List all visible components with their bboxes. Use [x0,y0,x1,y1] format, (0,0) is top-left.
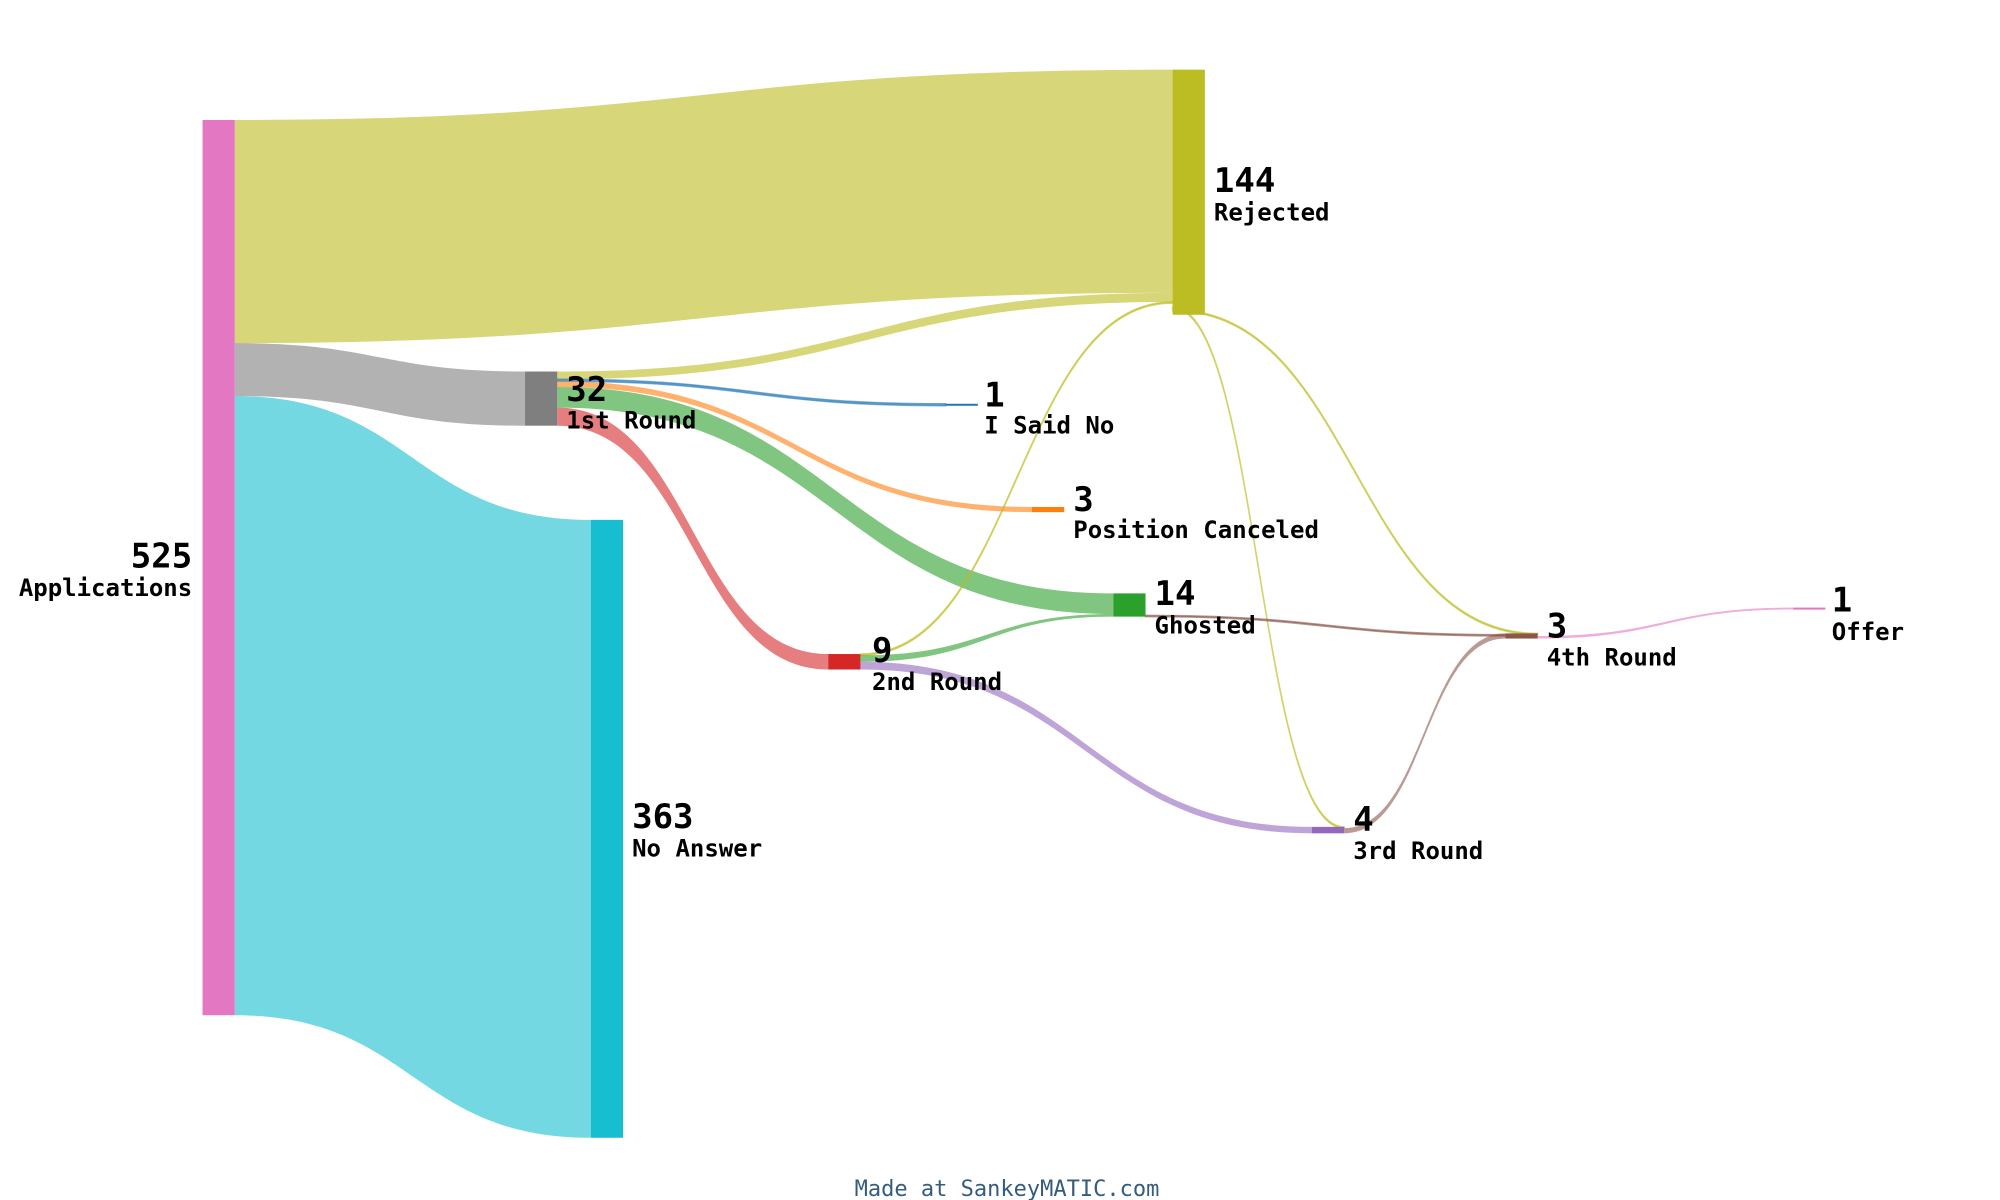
node-round2 [828,654,861,670]
node-label-no_answer: No Answer [632,835,762,863]
node-ghosted [1113,593,1146,617]
node-label-rejected: Rejected [1214,199,1330,227]
node-round4 [1505,633,1538,639]
node-said_no [945,403,978,406]
node-value-applications: 525 [131,537,192,577]
node-label-said_no: I Said No [984,411,1114,439]
node-canceled [1032,506,1065,513]
node-round1 [525,371,558,426]
link-round3-to-rejected [1171,306,1345,829]
node-value-round2: 9 [872,631,892,671]
link-round1-to-round2 [557,407,829,670]
link-round2-to-round3 [860,661,1312,834]
node-label-round1: 1st Round [566,406,696,434]
node-label-offer: Offer [1832,618,1904,646]
link-round2-to-ghosted [860,614,1114,662]
node-label-round4: 4th Round [1547,644,1677,672]
node-value-ghosted: 14 [1155,574,1196,614]
link-round3-to-round4 [1344,633,1506,834]
node-value-offer: 1 [1832,580,1852,620]
link-round1-to-ghosted [557,387,1114,615]
node-value-no_answer: 363 [632,797,693,837]
node-label-round2: 2nd Round [872,668,1002,696]
node-label-round3: 3rd Round [1353,837,1483,865]
credit-text: Made at SankeyMATIC.com [855,1177,1160,1200]
node-label-canceled: Position Canceled [1073,516,1319,544]
node-applications [202,119,235,1016]
node-rejected [1172,69,1205,315]
node-round3 [1311,826,1345,834]
node-label-ghosted: Ghosted [1155,611,1256,639]
link-round1-to-canceled [557,381,1032,513]
link-round1-to-rejected [557,292,1173,380]
node-value-rejected: 144 [1214,161,1275,201]
link-round4-to-rejected [1171,308,1539,636]
node-value-round1: 32 [566,370,607,410]
node-value-round4: 3 [1547,606,1567,646]
node-value-round3: 4 [1353,800,1373,840]
link-round4-to-offer [1537,607,1794,639]
node-value-said_no: 1 [984,375,1004,415]
node-label-applications: Applications [19,574,192,602]
link-applications-to-no_answer [234,396,591,1138]
node-value-canceled: 3 [1073,480,1093,520]
link-applications-to-rejected [234,69,1173,344]
node-offer [1793,607,1826,610]
sankey-nodes [202,69,1826,1138]
link-applications-to-round1 [234,343,526,426]
sankey-links [234,69,1794,1138]
node-no_answer [590,519,624,1138]
